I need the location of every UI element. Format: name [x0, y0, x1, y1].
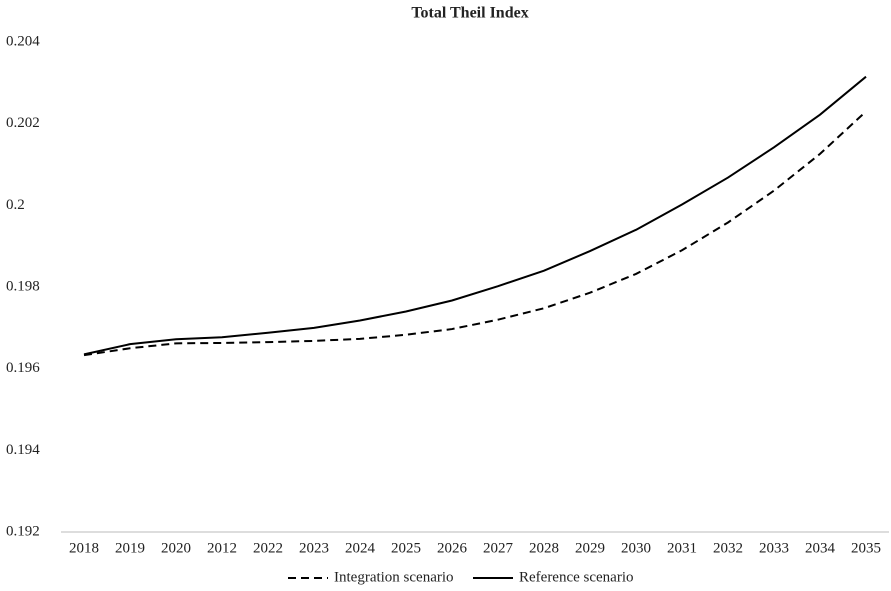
series-line [83, 110, 867, 357]
x-tick-label: 2026 [437, 540, 468, 556]
series-line [83, 75, 867, 356]
x-tick-label: 2027 [483, 540, 514, 556]
x-tick-label: 2034 [805, 540, 836, 556]
legend-label: Reference scenario [519, 569, 634, 585]
x-tick-label: 2023 [299, 540, 329, 556]
x-tick-label: 2033 [759, 540, 789, 556]
x-tick-label: 2031 [667, 540, 697, 556]
x-tick-label: 2022 [253, 540, 283, 556]
y-tick-label: 0.204 [6, 33, 40, 49]
x-tick-label: 2029 [575, 540, 605, 556]
y-tick-label: 0.2 [6, 197, 25, 213]
x-tick-label: 2024 [345, 540, 376, 556]
y-tick-label: 0.196 [6, 360, 40, 376]
y-tick-label: 0.194 [6, 442, 40, 458]
x-tick-label: 2028 [529, 540, 559, 556]
y-tick-label: 0.198 [6, 278, 40, 294]
x-tick-label: 2020 [161, 540, 191, 556]
x-tick-label: 2025 [391, 540, 421, 556]
x-tick-label: 2012 [207, 540, 237, 556]
x-tick-label: 2019 [115, 540, 145, 556]
x-tick-label: 2030 [621, 540, 651, 556]
y-tick-label: 0.202 [6, 115, 40, 131]
x-tick-label: 2018 [69, 540, 99, 556]
legend-label: Integration scenario [334, 569, 454, 585]
x-tick-label: 2035 [851, 540, 881, 556]
y-tick-label: 0.192 [6, 523, 40, 539]
chart-title: Total Theil Index [411, 5, 528, 22]
x-tick-label: 2032 [713, 540, 743, 556]
